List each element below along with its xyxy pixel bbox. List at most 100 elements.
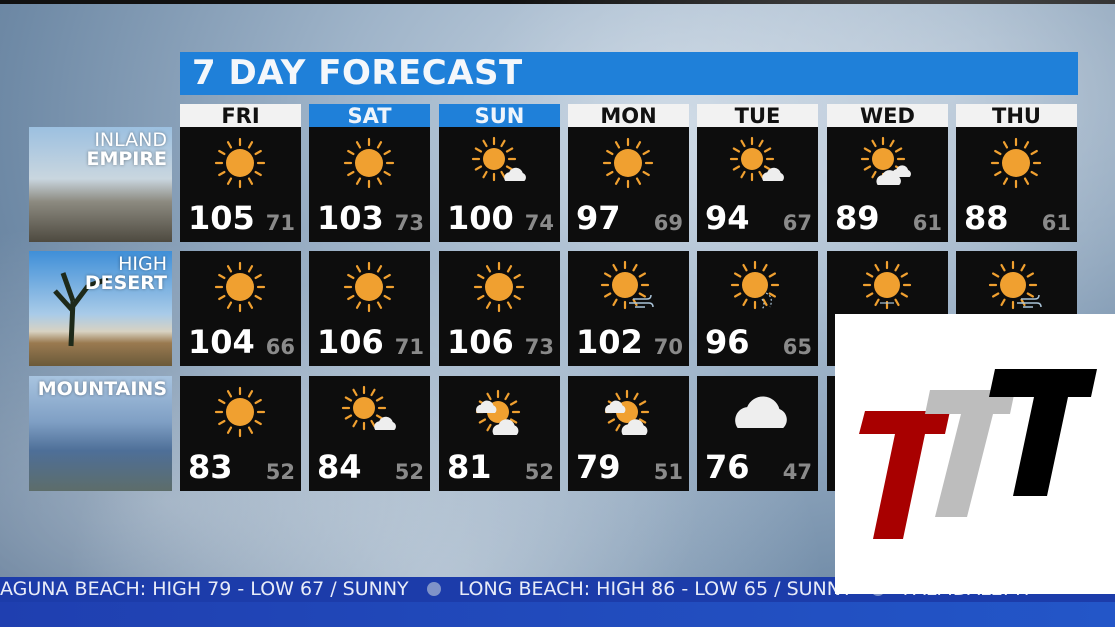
low-temp: 51 [653, 460, 683, 484]
sun-icon [729, 136, 775, 182]
high-temp: 105 [188, 199, 255, 237]
cloud-icon [476, 400, 497, 413]
smoke-icon [761, 292, 772, 310]
low-temp: 52 [265, 460, 295, 484]
sun-icon [600, 260, 650, 310]
cloud-icon [374, 416, 396, 430]
bottom-bar [0, 602, 1115, 627]
forecast-cell: 104 66 [180, 251, 301, 366]
cloud-icon [621, 419, 648, 435]
joshua-tree-image [53, 272, 109, 347]
cloud-icon [891, 165, 911, 177]
high-temp: 106 [447, 323, 514, 361]
region-label-line1: HIGH [118, 253, 167, 275]
day-header-tue: TUE [697, 104, 818, 128]
cloud-icon [762, 167, 784, 181]
region-label-line2: DESERT [84, 272, 167, 294]
sunny-icon [343, 261, 395, 313]
forecast-cell: 94 67 [697, 127, 818, 242]
sunny-icon [343, 137, 395, 189]
forecast-cell: 89 61 [827, 127, 948, 242]
high-temp: 76 [705, 448, 750, 486]
cloud-icon [735, 396, 787, 428]
low-temp: 47 [782, 460, 812, 484]
forecast-cell: 106 73 [439, 251, 560, 366]
forecast-cell: 100 74 [439, 127, 560, 242]
low-temp: 73 [524, 335, 554, 359]
sun-small-cloud-icon [341, 385, 396, 431]
sun-icon [471, 136, 517, 182]
ticker-item: AGUNA BEACH: HIGH 79 - LOW 67 / SUNNY [0, 578, 409, 600]
high-temp: 89 [835, 199, 880, 237]
region-label-line1: INLAND [94, 129, 167, 151]
page-title: 7 DAY FORECAST [180, 52, 1078, 95]
region-label-line2: MOUNTAINS [37, 378, 167, 400]
high-temp: 84 [317, 448, 362, 486]
high-temp: 79 [576, 448, 621, 486]
logo-red-t [859, 411, 950, 539]
low-temp: 52 [524, 460, 554, 484]
region-image-0: INLAND EMPIRE [29, 127, 172, 242]
day-header-sat: SAT [309, 104, 430, 128]
sunny-icon [990, 137, 1042, 189]
cloud-icon [605, 400, 626, 413]
forecast-cell: 102 70 [568, 251, 689, 366]
wind-icon [1017, 294, 1042, 308]
sun-small-cloud-icon [729, 136, 784, 182]
high-temp: 103 [317, 199, 384, 237]
high-temp: 106 [317, 323, 384, 361]
forecast-cell: 96 65 [697, 251, 818, 366]
ticker-item: LONG BEACH: HIGH 86 - LOW 65 / SUNNY [458, 578, 853, 600]
sunny-icon [214, 137, 266, 189]
sun-icon [343, 137, 395, 189]
low-temp: 73 [394, 211, 424, 235]
forecast-cell: 79 51 [568, 376, 689, 491]
high-temp: 104 [188, 323, 255, 361]
cloud-icon [492, 419, 519, 435]
sun-wind-icon [600, 260, 654, 310]
sun-icon [214, 261, 266, 313]
region-label-line2: EMPIRE [86, 148, 168, 170]
low-temp: 71 [265, 211, 295, 235]
region-label: INLAND EMPIRE [87, 131, 168, 169]
forecast-cell: 103 73 [309, 127, 430, 242]
low-temp: 52 [394, 460, 424, 484]
forecast-cell: 106 71 [309, 251, 430, 366]
high-temp: 81 [447, 448, 492, 486]
logo-gray-t [925, 390, 1015, 517]
cloud-icon [504, 167, 526, 181]
cloudy-icon [735, 396, 787, 428]
sunny-icon [214, 386, 266, 438]
sun-icon [988, 260, 1038, 310]
ttt-logo [835, 314, 1115, 594]
sun-cloud-icon [860, 136, 911, 185]
high-temp: 88 [964, 199, 1009, 237]
sun-smoke-icon [730, 260, 780, 310]
sun-icon [214, 386, 266, 438]
sun-icon [730, 260, 780, 310]
sun-icon [341, 385, 387, 431]
sunny-icon [473, 261, 525, 313]
low-temp: 67 [782, 211, 812, 235]
forecast-cell: 83 52 [180, 376, 301, 491]
forecast-cell: 88 61 [956, 127, 1077, 242]
cbs-eye-icon [426, 582, 441, 596]
low-temp: 69 [653, 211, 683, 235]
sun-icon [602, 137, 654, 189]
forecast-cell: 105 71 [180, 127, 301, 242]
low-temp: 65 [782, 335, 812, 359]
partly-cloudy-icon [604, 389, 650, 435]
sunny-icon [214, 261, 266, 313]
forecast-cell: 76 47 [697, 376, 818, 491]
sun-icon [343, 261, 395, 313]
wind-icon [629, 294, 654, 308]
partly-cloudy-icon [475, 389, 521, 435]
sun-haze-icon [862, 260, 912, 310]
region-label: MOUNTAINS [38, 380, 167, 399]
forecast-cell: 81 52 [439, 376, 560, 491]
region-label: HIGH DESERT [85, 255, 167, 293]
high-temp: 96 [705, 323, 750, 361]
high-temp: 97 [576, 199, 621, 237]
logo-black-t [989, 369, 1097, 496]
sun-small-cloud-icon [471, 136, 526, 182]
